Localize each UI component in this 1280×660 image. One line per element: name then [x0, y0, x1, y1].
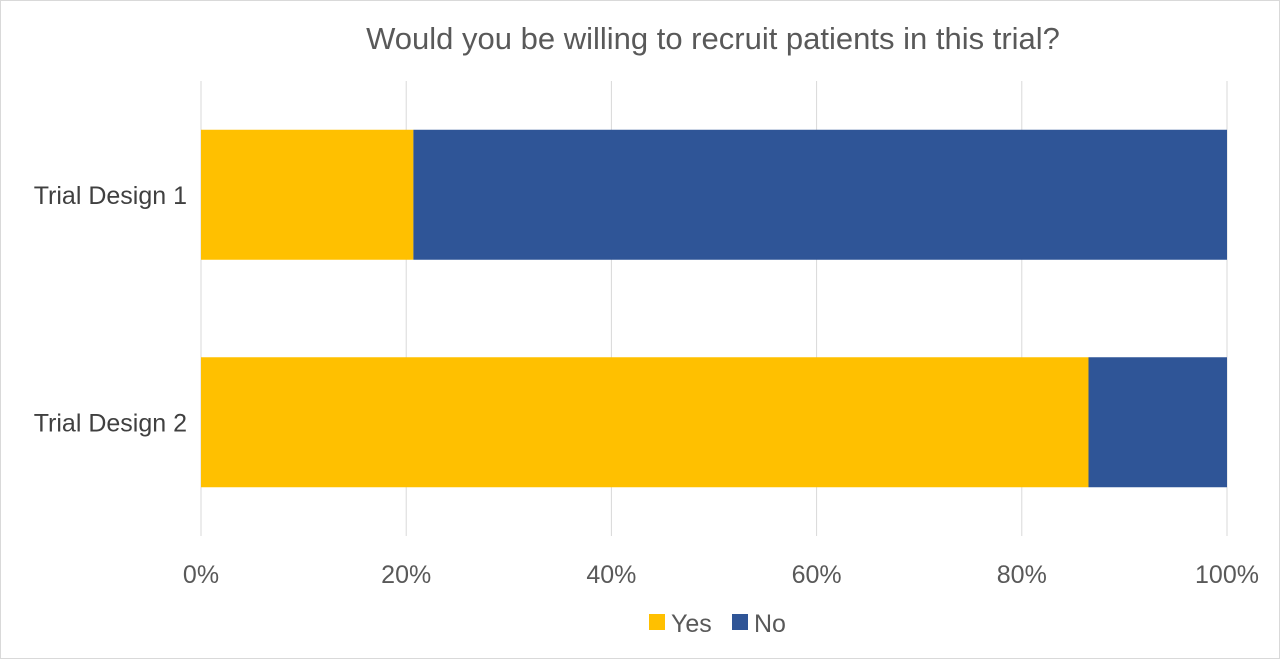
legend-swatch-no — [732, 614, 748, 630]
x-tick-labels: 0% 20% 40% 60% 80% 100% — [183, 561, 1259, 589]
bars — [201, 129, 1228, 488]
legend-label-no: No — [754, 610, 786, 638]
bar-no-2 — [1088, 357, 1227, 488]
x-tick-label: 80% — [997, 561, 1047, 589]
x-tick-label: 100% — [1195, 561, 1259, 589]
category-labels: Trial Design 1 Trial Design 2 — [34, 182, 187, 438]
bar-yes-1 — [201, 129, 414, 260]
x-tick-label: 60% — [792, 561, 842, 589]
x-tick-label: 20% — [381, 561, 431, 589]
chart-title: Would you be willing to recruit patients… — [366, 21, 1060, 56]
legend-swatch-yes — [649, 614, 665, 630]
legend-label-yes: Yes — [671, 610, 712, 638]
legend: Yes No — [649, 610, 786, 638]
category-label: Trial Design 1 — [34, 182, 187, 210]
category-label: Trial Design 2 — [34, 409, 187, 437]
x-tick-label: 40% — [586, 561, 636, 589]
bar-yes-2 — [201, 357, 1089, 488]
bar-no-1 — [413, 129, 1228, 260]
x-tick-label: 0% — [183, 561, 219, 589]
